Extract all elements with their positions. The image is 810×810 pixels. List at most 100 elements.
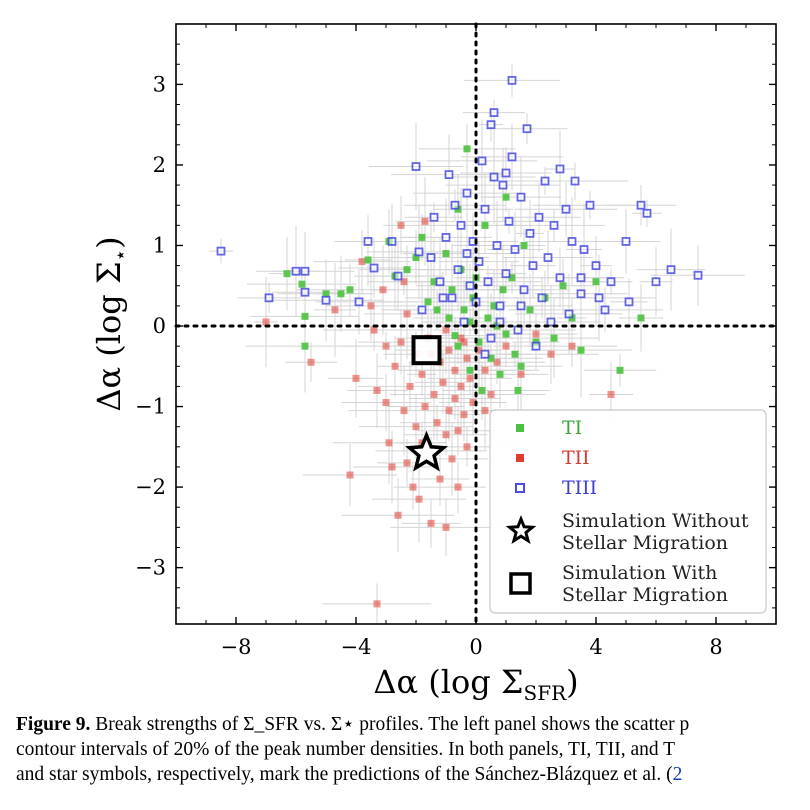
point-tii-21 xyxy=(418,370,426,378)
point-tiii-24 xyxy=(462,188,472,198)
point-tii-43 xyxy=(463,354,471,362)
point-tii-34 xyxy=(445,407,453,415)
point-tii-19 xyxy=(412,423,420,431)
point-ti-34 xyxy=(499,286,507,294)
point-tiii-4 xyxy=(300,287,310,297)
point-tii-10 xyxy=(385,439,393,447)
point-tiii-11 xyxy=(411,162,421,171)
point-tii-44 xyxy=(463,443,471,451)
point-tiii-47 xyxy=(525,228,535,238)
point-tii-59 xyxy=(379,286,387,294)
point-tiii-46 xyxy=(522,124,532,134)
point-tii-50 xyxy=(493,358,501,366)
caption-citation-link[interactable]: 2 xyxy=(672,764,683,785)
point-tiii-44 xyxy=(516,192,526,202)
simulation-markers-layer xyxy=(404,335,449,472)
y-tick-label: 0 xyxy=(153,314,166,338)
point-tiii-65 xyxy=(594,293,604,303)
point-ti-46 xyxy=(577,346,585,354)
point-tii-14 xyxy=(400,407,408,415)
point-tiii-5 xyxy=(321,295,331,305)
point-tiii-62 xyxy=(579,245,589,254)
y-tick-label: −2 xyxy=(135,475,166,499)
legend: TI TII TIII Simulation Without Stellar M… xyxy=(489,409,767,614)
point-tii-61 xyxy=(442,326,450,334)
point-tii-65 xyxy=(607,390,615,398)
point-tiii-72 xyxy=(651,277,661,287)
point-tii-7 xyxy=(373,386,381,394)
point-tii-6 xyxy=(370,326,378,334)
point-ti-2 xyxy=(301,312,309,320)
point-tii-31 xyxy=(442,431,450,439)
point-tii-48 xyxy=(481,366,489,374)
y-tick-label: 2 xyxy=(153,153,166,177)
point-tii-35 xyxy=(448,455,456,463)
x-axis-label: Δα (log ΣSFR) xyxy=(373,663,578,700)
point-tii-55 xyxy=(568,342,576,350)
point-tiii-53 xyxy=(543,253,553,262)
point-tii-40 xyxy=(457,334,465,342)
y-tick-label: 1 xyxy=(153,233,166,257)
point-tiii-45 xyxy=(519,285,529,295)
point-tiii-8 xyxy=(369,263,379,273)
point-ti-30 xyxy=(487,354,495,362)
point-tii-49 xyxy=(487,390,495,398)
point-tii-39 xyxy=(454,483,462,491)
point-tiii-54 xyxy=(546,317,556,327)
point-tii-56 xyxy=(373,600,381,608)
point-ti-11 xyxy=(412,254,420,262)
point-tiii-77 xyxy=(462,249,472,258)
point-ti-22 xyxy=(460,306,468,314)
point-ti-5 xyxy=(337,290,345,298)
point-ti-50 xyxy=(502,193,510,201)
point-tii-25 xyxy=(427,519,435,527)
point-tii-47 xyxy=(475,346,483,354)
point-ti-39 xyxy=(520,241,528,249)
point-tiii-7 xyxy=(363,237,373,246)
point-ti-53 xyxy=(466,366,474,374)
point-ti-48 xyxy=(616,366,624,374)
legend-label-without-line2: Stellar Migration xyxy=(562,532,728,554)
point-tii-33 xyxy=(445,346,453,354)
point-tii-62 xyxy=(331,306,339,314)
point-tiii-12 xyxy=(414,247,424,257)
point-tiii-83 xyxy=(480,349,490,359)
point-tiii-57 xyxy=(561,204,571,214)
point-tii-53 xyxy=(532,330,540,338)
point-tii-54 xyxy=(547,350,555,358)
point-tii-3 xyxy=(352,374,360,382)
point-tiii-0 xyxy=(216,246,226,256)
point-tiii-60 xyxy=(570,176,580,186)
point-tiii-79 xyxy=(516,301,526,311)
point-tii-2 xyxy=(346,471,354,479)
point-tii-37 xyxy=(451,394,459,402)
point-tiii-59 xyxy=(567,237,577,246)
point-tii-17 xyxy=(409,483,417,491)
point-ti-37 xyxy=(511,350,519,358)
point-tii-4 xyxy=(358,258,366,266)
point-tiii-35 xyxy=(492,241,502,250)
point-tii-12 xyxy=(394,511,402,519)
point-ti-38 xyxy=(517,362,525,370)
point-tiii-73 xyxy=(666,265,676,275)
point-tii-29 xyxy=(436,475,444,483)
point-tiii-43 xyxy=(513,325,523,335)
point-ti-18 xyxy=(448,286,456,294)
point-tiii-69 xyxy=(624,297,634,307)
point-tiii-74 xyxy=(693,270,703,280)
point-ti-54 xyxy=(514,386,522,394)
point-tiii-30 xyxy=(480,204,490,214)
point-ti-29 xyxy=(484,314,492,322)
scatter-chart: −8 −4 0 4 8 −3 −2 −1 0 1 2 3 TI TII TIII Simulation… xyxy=(90,22,778,700)
point-tiii-2 xyxy=(291,266,301,276)
point-tii-32 xyxy=(442,523,450,531)
point-tiii-29 xyxy=(477,156,487,166)
legend-label-tiii: TIII xyxy=(562,477,597,499)
point-tii-68 xyxy=(400,278,408,286)
point-tiii-34 xyxy=(489,108,499,117)
point-tiii-31 xyxy=(483,277,493,287)
point-tii-26 xyxy=(430,390,438,398)
point-tiii-13 xyxy=(417,305,427,315)
point-ti-44 xyxy=(559,282,567,290)
point-tiii-42 xyxy=(510,245,520,254)
